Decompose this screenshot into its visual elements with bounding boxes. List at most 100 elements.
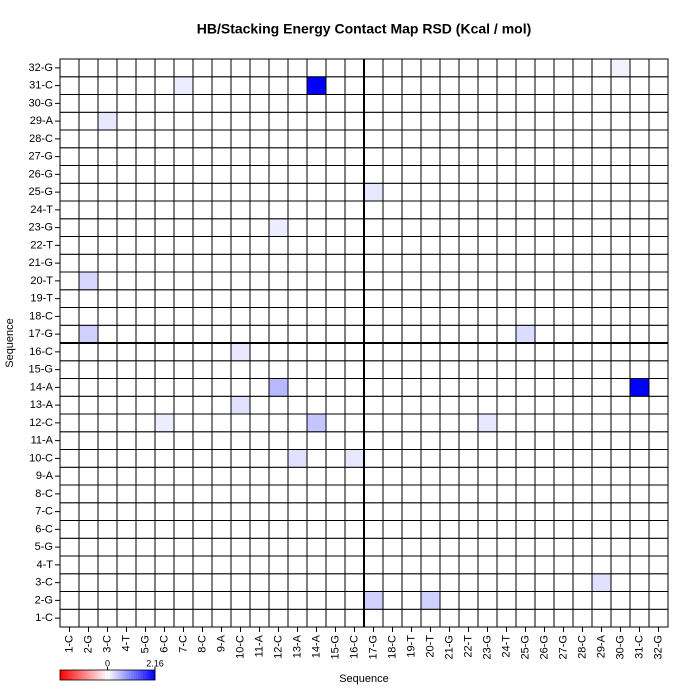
heatmap-cell: [363, 111, 384, 131]
heatmap-cell: [268, 289, 289, 308]
heatmap-cell: [363, 466, 384, 486]
heatmap-cell: [78, 271, 99, 291]
heatmap-cell: [192, 608, 213, 628]
y-tick-label: 2-G: [35, 594, 53, 606]
heatmap-cell: [648, 200, 669, 220]
heatmap-cell: [572, 253, 593, 273]
y-tick-label: 28-C: [29, 133, 53, 145]
heatmap-cell: [135, 271, 156, 291]
heatmap-cell: [116, 289, 137, 308]
heatmap-cell: [249, 431, 270, 450]
heatmap-cell: [325, 253, 346, 273]
heatmap-cell: [230, 555, 251, 575]
heatmap-cell: [572, 165, 593, 184]
heatmap-cell: [515, 360, 536, 379]
heatmap-cell: [458, 449, 479, 468]
heatmap-cell: [610, 449, 631, 468]
heatmap-cell: [154, 573, 175, 592]
heatmap-cell: [116, 165, 137, 184]
heatmap-cell: [515, 484, 536, 504]
heatmap-cell: [230, 608, 251, 628]
heatmap-cell: [572, 360, 593, 379]
heatmap-cell: [629, 378, 650, 397]
heatmap-cell: [287, 360, 308, 379]
heatmap-cell: [173, 502, 194, 521]
heatmap-cell: [572, 395, 593, 415]
heatmap-cell: [211, 520, 232, 539]
heatmap-cell: [439, 324, 460, 344]
colorbar-step: [131, 670, 135, 680]
heatmap-cell: [496, 94, 517, 113]
heatmap-cell: [306, 165, 327, 184]
heatmap-cell: [344, 307, 365, 326]
heatmap-cell: [363, 218, 384, 237]
heatmap-cell: [325, 111, 346, 131]
heatmap-cell: [553, 182, 574, 202]
heatmap-cell: [230, 413, 251, 433]
colorbar-tick-label: 2.16: [146, 658, 164, 668]
heatmap-cell: [515, 94, 536, 113]
heatmap-cell: [325, 165, 346, 184]
heatmap-cell: [211, 378, 232, 397]
heatmap-cell: [382, 555, 403, 575]
heatmap-cell: [477, 271, 498, 291]
heatmap-cell: [97, 395, 118, 415]
heatmap-cell: [553, 484, 574, 504]
heatmap-cell: [496, 449, 517, 468]
heatmap-cell: [382, 218, 403, 237]
heatmap-cell: [249, 307, 270, 326]
heatmap-cell: [496, 484, 517, 504]
x-tick-label: 13-A: [291, 634, 303, 658]
heatmap-cell: [78, 395, 99, 415]
heatmap-cell: [648, 431, 669, 450]
heatmap-cell: [135, 289, 156, 308]
heatmap-cell: [648, 520, 669, 539]
y-tick-label: 26-G: [29, 168, 53, 180]
heatmap-cell: [458, 573, 479, 592]
heatmap-cell: [135, 537, 156, 557]
heatmap-cell: [116, 484, 137, 504]
heatmap-cell: [344, 218, 365, 237]
heatmap-cell: [325, 413, 346, 433]
heatmap-cell: [306, 502, 327, 521]
heatmap-cell: [496, 537, 517, 557]
heatmap-cell: [458, 271, 479, 291]
heatmap-cell: [211, 413, 232, 433]
colorbar-step: [140, 670, 144, 680]
heatmap-cell: [591, 591, 612, 610]
heatmap-cell: [135, 555, 156, 575]
heatmap-cell: [97, 431, 118, 450]
heatmap-cell: [306, 76, 327, 95]
heatmap-cell: [306, 236, 327, 255]
heatmap-cell: [458, 111, 479, 131]
heatmap-cell: [154, 271, 175, 291]
heatmap-cell: [97, 413, 118, 433]
x-tick-label: 19-T: [405, 635, 417, 658]
heatmap-cell: [401, 94, 422, 113]
heatmap-cell: [97, 307, 118, 326]
heatmap-cell: [287, 413, 308, 433]
colorbar-step: [107, 670, 111, 680]
colorbar-step: [62, 670, 66, 680]
heatmap-cell: [211, 58, 232, 78]
heatmap-cell: [572, 520, 593, 539]
heatmap-cell: [553, 431, 574, 450]
heatmap-cell: [553, 307, 574, 326]
heatmap-cell: [78, 378, 99, 397]
heatmap-cell: [78, 520, 99, 539]
heatmap-cell: [629, 413, 650, 433]
heatmap-cell: [591, 182, 612, 202]
heatmap-cell: [173, 449, 194, 468]
heatmap-cell: [249, 342, 270, 362]
heatmap-cell: [154, 413, 175, 433]
heatmap-cell: [154, 58, 175, 78]
heatmap-cell: [401, 378, 422, 397]
heatmap-cell: [116, 147, 137, 166]
heatmap-cell: [534, 573, 555, 592]
heatmap-cell: [116, 58, 137, 78]
heatmap-cell: [534, 466, 555, 486]
heatmap-cell: [439, 165, 460, 184]
heatmap-cell: [610, 253, 631, 273]
heatmap-cell: [268, 360, 289, 379]
heatmap-cell: [268, 165, 289, 184]
